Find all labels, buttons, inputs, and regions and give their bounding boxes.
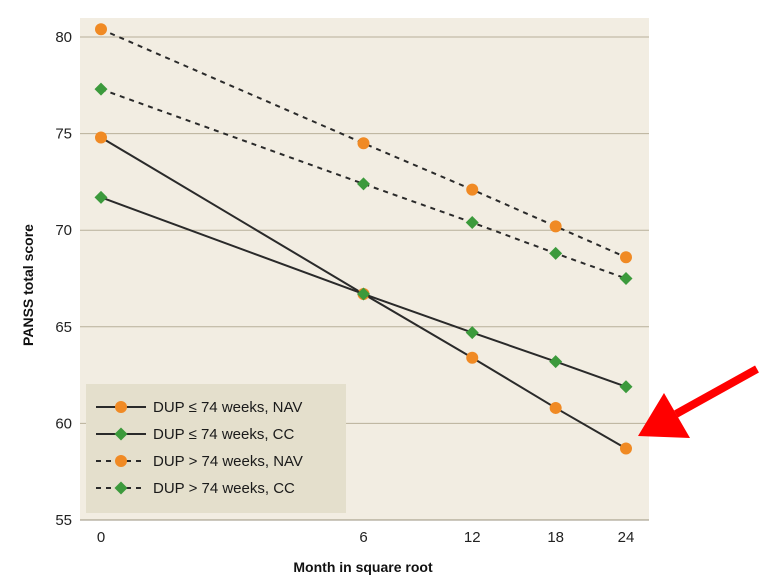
arrow-shaft (674, 365, 759, 418)
y-axis-title: PANSS total score (20, 224, 36, 346)
legend-box (86, 384, 346, 513)
data-point (94, 190, 108, 204)
data-point (549, 246, 563, 260)
data-point (620, 251, 632, 264)
legend-item: DUP > 74 weeks, CC (96, 480, 295, 497)
series-3 (95, 23, 632, 264)
data-point (357, 177, 370, 191)
series-2 (94, 190, 633, 394)
data-point (357, 287, 370, 301)
y-tick-labels: 55 60 65 70 75 80 (55, 29, 72, 529)
y-tick-label: 70 (55, 222, 72, 239)
y-tick-label: 80 (55, 29, 72, 46)
y-tick-label: 75 (55, 126, 72, 143)
data-point (549, 355, 563, 369)
data-point (549, 401, 562, 414)
x-tick-label: 24 (618, 529, 635, 546)
data-point (357, 137, 370, 150)
y-tick-label: 55 (55, 512, 72, 529)
annotations (638, 365, 759, 438)
y-tick-label: 60 (55, 415, 72, 432)
x-tick-label: 0 (97, 529, 105, 546)
y-tick-label: 65 (55, 319, 72, 336)
series (94, 23, 633, 455)
legend-label: DUP > 74 weeks, CC (153, 480, 295, 497)
data-point (465, 215, 479, 229)
data-point (95, 131, 107, 144)
legend-label: DUP ≤ 74 weeks, CC (153, 426, 295, 443)
legend-marker-swatch (114, 427, 128, 441)
arrow-head (638, 393, 690, 438)
legend-label: DUP > 74 weeks, NAV (153, 453, 303, 470)
legend-marker-swatch (115, 401, 127, 413)
legend-marker-swatch (115, 455, 127, 467)
data-point (466, 183, 479, 196)
red-arrow-annotation (638, 365, 759, 438)
legend: DUP ≤ 74 weeks, NAV DUP ≤ 74 weeks, CC DUP… (86, 384, 346, 513)
legend-item: DUP ≤ 74 weeks, NAV (96, 399, 302, 416)
x-axis-title: Month in square root (293, 559, 433, 575)
data-point (619, 380, 633, 394)
legend-marker-swatch (114, 481, 128, 495)
data-point (619, 272, 633, 285)
data-point (466, 351, 479, 364)
x-tick-labels: 0 6 12 18 24 (97, 529, 635, 546)
data-point (465, 326, 479, 340)
legend-item: DUP ≤ 74 weeks, CC (96, 426, 295, 443)
data-point (94, 82, 108, 96)
x-tick-label: 12 (464, 529, 481, 546)
x-tick-label: 18 (547, 529, 564, 546)
x-tick-label: 6 (359, 529, 367, 546)
legend-item: DUP > 74 weeks, NAV (96, 453, 303, 470)
data-point (549, 220, 562, 233)
series-4 (94, 82, 633, 285)
data-point (95, 23, 107, 36)
legend-label: DUP ≤ 74 weeks, NAV (153, 399, 302, 416)
data-point (620, 442, 632, 455)
